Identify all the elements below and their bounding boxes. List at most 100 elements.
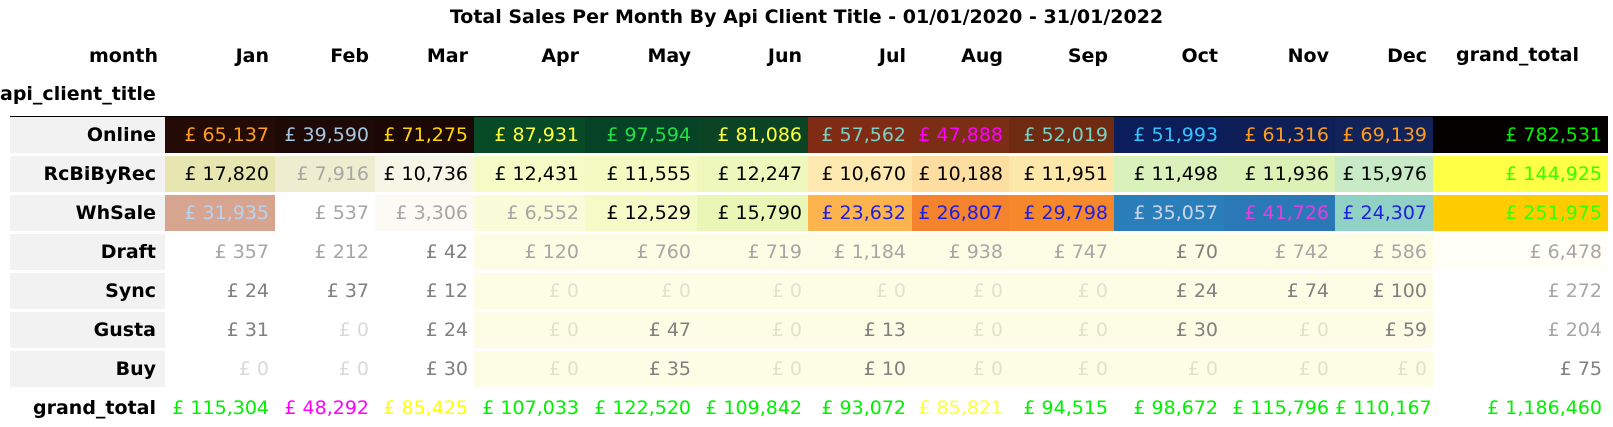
table-cell: £ 12	[375, 273, 474, 309]
column-header: grand_total	[1456, 44, 1579, 66]
table-cell: £ 0	[697, 312, 808, 348]
table-cell: £ 37	[275, 273, 375, 309]
table-cell: £ 272	[1433, 273, 1608, 309]
table-cell: £ 0	[585, 273, 697, 309]
row-label: Draft	[100, 241, 156, 263]
row-label-band	[10, 312, 165, 348]
row-label-band	[10, 273, 165, 309]
table-cell: £ 0	[697, 273, 808, 309]
row-label: RcBiByRec	[43, 163, 156, 185]
table-cell: £ 61,316	[1224, 117, 1335, 153]
table-cell: £ 12,529	[585, 195, 697, 231]
table-cell: £ 586	[1335, 234, 1433, 270]
table-cell: £ 6,478	[1433, 234, 1608, 270]
table-cell: £ 0	[275, 312, 375, 348]
chart-title: Total Sales Per Month By Api Client Titl…	[449, 6, 1164, 28]
table-cell: £ 10,670	[808, 156, 912, 192]
table-cell: £ 782,531	[1433, 117, 1608, 153]
row-label: WhSale	[75, 202, 156, 224]
table-cell: £ 24	[165, 273, 275, 309]
table-cell: £ 12,431	[474, 156, 585, 192]
table-cell: £ 110,167	[1335, 390, 1433, 426]
table-cell: £ 71,275	[375, 117, 474, 153]
table-cell: £ 0	[912, 351, 1009, 387]
table-cell: £ 85,425	[375, 390, 474, 426]
row-label: Sync	[105, 280, 156, 302]
table-cell: £ 742	[1224, 234, 1335, 270]
row-label-band	[10, 351, 165, 387]
column-header: Dec	[1387, 45, 1427, 67]
table-cell: £ 107,033	[474, 390, 585, 426]
table-cell: £ 115,304	[165, 390, 275, 426]
table-cell: £ 17,820	[165, 156, 275, 192]
table-cell: £ 6,552	[474, 195, 585, 231]
table-cell: £ 0	[1009, 312, 1114, 348]
column-header: Aug	[961, 45, 1003, 67]
table-cell: £ 0	[1114, 351, 1224, 387]
table-cell: £ 0	[1224, 312, 1335, 348]
table-cell: £ 31	[165, 312, 275, 348]
table-cell: £ 93,072	[808, 390, 912, 426]
table-cell: £ 537	[275, 195, 375, 231]
table-cell: £ 11,951	[1009, 156, 1114, 192]
table-cell: £ 30	[375, 351, 474, 387]
row-label: Buy	[115, 358, 156, 380]
table-cell: £ 24,307	[1335, 195, 1433, 231]
table-cell: £ 97,594	[585, 117, 697, 153]
table-cell: £ 69,139	[1335, 117, 1433, 153]
table-cell: £ 1,184	[808, 234, 912, 270]
table-cell: £ 7,916	[275, 156, 375, 192]
column-header-label: month	[89, 45, 158, 67]
row-label: grand_total	[33, 397, 156, 419]
table-cell: £ 0	[697, 351, 808, 387]
table-cell: £ 35,057	[1114, 195, 1224, 231]
table-cell: £ 13	[808, 312, 912, 348]
column-header: Sep	[1067, 45, 1108, 67]
table-cell: £ 98,672	[1114, 390, 1224, 426]
table-cell: £ 74	[1224, 273, 1335, 309]
table-cell: £ 0	[474, 312, 585, 348]
column-header: May	[647, 45, 691, 67]
table-cell: £ 120	[474, 234, 585, 270]
table-cell: £ 11,498	[1114, 156, 1224, 192]
table-cell: £ 42	[375, 234, 474, 270]
table-cell: £ 15,976	[1335, 156, 1433, 192]
table-cell: £ 30	[1114, 312, 1224, 348]
table-cell: £ 24	[1114, 273, 1224, 309]
row-header-label: api_client_title	[0, 83, 156, 105]
table-cell: £ 0	[1009, 273, 1114, 309]
table-cell: £ 0	[1224, 351, 1335, 387]
table-cell: £ 0	[1009, 351, 1114, 387]
column-header: Jul	[878, 45, 906, 67]
table-cell: £ 204	[1433, 312, 1608, 348]
table-cell: £ 31,935	[165, 195, 275, 231]
table-cell: £ 47	[585, 312, 697, 348]
table-cell: £ 3,306	[375, 195, 474, 231]
row-label-band	[10, 234, 165, 270]
table-cell: £ 65,137	[165, 117, 275, 153]
table-cell: £ 0	[912, 273, 1009, 309]
table-cell: £ 122,520	[585, 390, 697, 426]
table-cell: £ 70	[1114, 234, 1224, 270]
table-cell: £ 0	[1335, 351, 1433, 387]
column-header: Nov	[1287, 45, 1329, 67]
table-cell: £ 11,936	[1224, 156, 1335, 192]
table-cell: £ 212	[275, 234, 375, 270]
table-cell: £ 747	[1009, 234, 1114, 270]
table-cell: £ 81,086	[697, 117, 808, 153]
table-cell: £ 47,888	[912, 117, 1009, 153]
row-label-band	[10, 117, 165, 153]
column-header: Apr	[541, 45, 579, 67]
table-cell: £ 357	[165, 234, 275, 270]
table-cell: £ 0	[275, 351, 375, 387]
table-cell: £ 41,726	[1224, 195, 1335, 231]
column-header: Oct	[1181, 45, 1219, 67]
table-cell: £ 51,993	[1114, 117, 1224, 153]
table-cell: £ 109,842	[697, 390, 808, 426]
table-cell: £ 35	[585, 351, 697, 387]
table-cell: £ 115,796	[1224, 390, 1335, 426]
column-header: Mar	[426, 45, 468, 67]
table-cell: £ 0	[474, 273, 585, 309]
table-cell: £ 87,931	[474, 117, 585, 153]
table-cell: £ 0	[474, 351, 585, 387]
